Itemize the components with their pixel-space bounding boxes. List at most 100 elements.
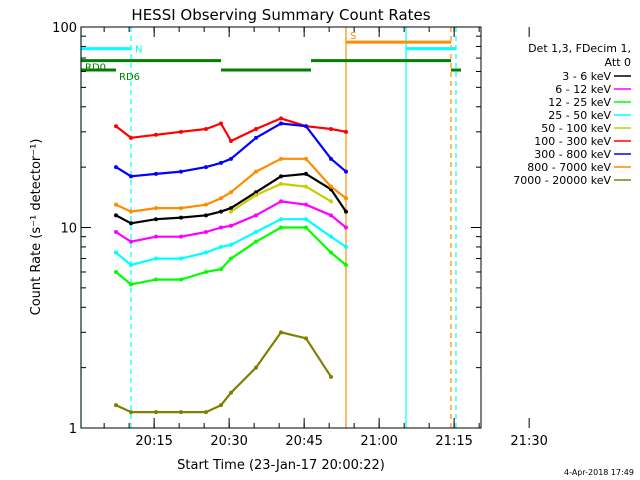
axes: 20:15 20:30 20:45 21:00 21:15 21:30 1 10 100 xyxy=(52,21,548,449)
data-point-4-1 xyxy=(254,193,258,198)
data-point-0-11 xyxy=(344,209,348,214)
flag-label-0: N xyxy=(135,45,142,56)
data-point-0-8 xyxy=(279,174,283,179)
flag-label-5: RD6 xyxy=(119,72,140,83)
data-point-3-11 xyxy=(344,244,348,249)
data-point-2-2 xyxy=(154,277,158,282)
series-line-2 xyxy=(115,226,347,286)
data-point-0-5 xyxy=(219,209,223,214)
data-point-3-3 xyxy=(179,256,183,261)
data-point-1-1 xyxy=(129,239,133,244)
data-point-0-6 xyxy=(229,206,233,211)
series-line-1 xyxy=(115,200,347,243)
data-point-5-3 xyxy=(179,129,183,134)
data-point-2-0 xyxy=(114,269,118,274)
data-point-5-6 xyxy=(229,139,233,144)
data-point-6-5 xyxy=(219,160,223,165)
data-point-0-3 xyxy=(179,215,183,220)
data-point-2-9 xyxy=(304,225,308,230)
data-point-5-10 xyxy=(329,126,333,131)
data-point-5-8 xyxy=(279,116,283,121)
data-point-0-4 xyxy=(204,213,208,218)
data-point-8-0 xyxy=(114,403,118,408)
data-point-8-2 xyxy=(154,410,158,415)
data-point-0-2 xyxy=(154,217,158,222)
data-point-1-11 xyxy=(344,225,348,230)
data-point-3-9 xyxy=(304,217,308,222)
data-point-2-6 xyxy=(229,256,233,261)
data-point-6-1 xyxy=(129,174,133,179)
legend-label-7: 800 - 7000 keV xyxy=(527,161,611,174)
data-point-1-3 xyxy=(179,234,183,239)
legend-header-line-2: Att 0 xyxy=(605,56,631,69)
data-point-0-0 xyxy=(114,213,118,218)
data-point-5-0 xyxy=(114,124,118,129)
data-point-2-10 xyxy=(329,250,333,255)
data-point-3-6 xyxy=(229,242,233,247)
data-point-8-4 xyxy=(204,410,208,415)
series-line-6 xyxy=(115,122,347,178)
data-point-8-5 xyxy=(219,403,223,408)
data-point-5-4 xyxy=(204,126,208,131)
data-point-7-2 xyxy=(154,206,158,211)
series-line-7 xyxy=(115,157,347,213)
series-line-8 xyxy=(115,331,332,414)
data-point-1-5 xyxy=(219,225,223,230)
legend-label-5: 100 - 300 keV xyxy=(534,135,611,148)
flag-label-3: RD0 xyxy=(85,63,106,74)
legend-label-8: 7000 - 20000 keV xyxy=(513,174,611,187)
data-point-3-0 xyxy=(114,250,118,255)
data-point-8-10 xyxy=(329,374,333,379)
data-point-2-8 xyxy=(279,225,283,230)
data-point-7-3 xyxy=(179,206,183,211)
legend-label-2: 12 - 25 keV xyxy=(548,96,611,109)
data-point-1-9 xyxy=(304,202,308,207)
data-point-5-5 xyxy=(219,121,223,126)
y-tick-label-2: 100 xyxy=(52,21,77,36)
data-point-7-8 xyxy=(279,156,283,161)
timestamp: 4-Apr-2018 17:49 xyxy=(564,468,634,477)
x-tick-label-3: 21:00 xyxy=(360,434,397,449)
data-point-4-4 xyxy=(329,199,333,204)
y-tick-label-1: 10 xyxy=(60,222,77,237)
data-point-2-1 xyxy=(129,282,133,287)
data-point-7-9 xyxy=(304,156,308,161)
data-point-5-2 xyxy=(154,132,158,137)
x-tick-label-1: 20:30 xyxy=(210,434,247,449)
data-point-6-4 xyxy=(204,165,208,170)
data-point-7-10 xyxy=(329,184,333,189)
data-point-2-11 xyxy=(344,263,348,268)
data-point-3-10 xyxy=(329,234,333,239)
data-point-3-4 xyxy=(204,250,208,255)
data-point-7-6 xyxy=(229,190,233,195)
data-point-8-1 xyxy=(129,410,133,415)
y-tick-label-0: 1 xyxy=(69,422,77,437)
y-axis-label: Count Rate (s⁻¹ detector⁻¹) xyxy=(29,139,44,316)
data-point-5-11 xyxy=(344,129,348,134)
data-point-2-3 xyxy=(179,277,183,282)
series-line-3 xyxy=(115,218,347,267)
data-point-2-7 xyxy=(254,239,258,244)
data-point-6-11 xyxy=(344,169,348,174)
data-point-7-11 xyxy=(344,196,348,201)
data-point-1-10 xyxy=(329,213,333,218)
chart-title: HESSI Observing Summary Count Rates xyxy=(131,6,430,24)
flag-label-2: S xyxy=(350,31,356,42)
series-line-0 xyxy=(115,172,347,225)
data-point-6-7 xyxy=(254,135,258,140)
legend-header-line-1: Det 1,3, FDecim 1, xyxy=(528,42,631,55)
data-point-6-9 xyxy=(304,124,308,129)
data-point-1-4 xyxy=(204,229,208,234)
data-point-7-4 xyxy=(204,202,208,207)
data-point-6-2 xyxy=(154,171,158,176)
data-point-0-9 xyxy=(304,171,308,176)
data-point-4-2 xyxy=(279,181,283,186)
data-point-0-1 xyxy=(129,221,133,226)
data-point-7-0 xyxy=(114,202,118,207)
data-point-1-2 xyxy=(154,234,158,239)
data-point-6-3 xyxy=(179,169,183,174)
data-point-6-0 xyxy=(114,165,118,170)
data-point-1-7 xyxy=(254,213,258,218)
